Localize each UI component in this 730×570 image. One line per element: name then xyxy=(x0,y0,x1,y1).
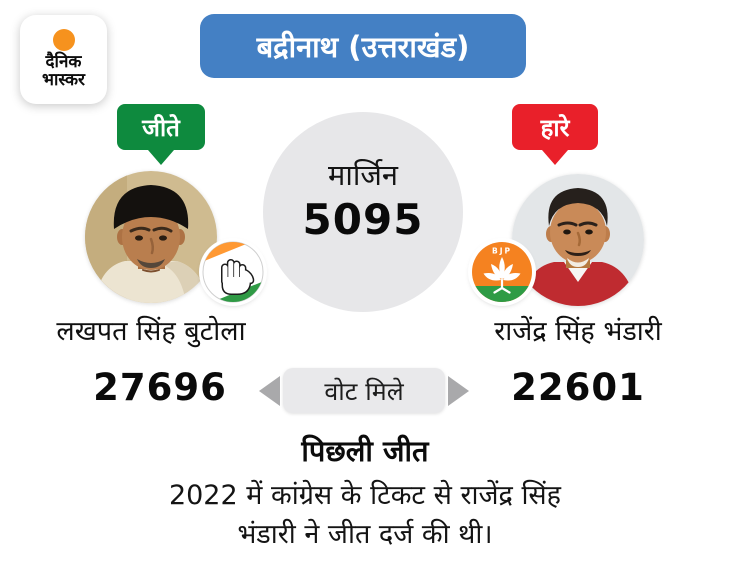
svg-text:BJP: BJP xyxy=(492,247,512,256)
loser-photo xyxy=(512,174,644,306)
winner-name: लखपत सिंह बुटोला xyxy=(56,316,246,347)
winner-badge-label: जीते xyxy=(142,113,180,142)
winner-photo xyxy=(85,171,217,303)
previous-win-line1: 2022 में कांग्रेस के टिकट से राजेंद्र सि… xyxy=(168,480,562,511)
loser-votes: 22601 xyxy=(511,366,645,409)
winner-badge: जीते xyxy=(117,104,205,150)
brand-sun-icon xyxy=(52,29,75,52)
brand-name-line2: भास्कर xyxy=(42,70,85,90)
votes-received-pill: वोट मिले xyxy=(283,368,445,413)
loser-badge-label: हारे xyxy=(540,113,570,142)
margin-label: मार्जिन xyxy=(328,157,398,192)
loser-badge: हारे xyxy=(512,104,598,150)
winner-avatar-illustration xyxy=(85,171,217,303)
previous-win-line2: भंडारी ने जीत दर्ज की थी। xyxy=(237,519,493,550)
congress-hand-icon xyxy=(202,241,264,303)
brand-logo: दैनिक भास्कर xyxy=(20,15,107,104)
margin-circle: मार्जिन 5095 xyxy=(263,112,463,312)
bjp-lotus-icon: BJP xyxy=(471,241,533,303)
left-arrow-icon xyxy=(259,376,280,406)
votes-received-label: वोट मिले xyxy=(324,376,404,406)
previous-win-heading: पिछली जीत xyxy=(301,434,429,468)
constituency-title: बद्रीनाथ (उत्तराखंड) xyxy=(256,29,470,64)
brand-name-line1: दैनिक xyxy=(45,52,82,73)
loser-name: राजेंद्र सिंह भंडारी xyxy=(494,316,662,347)
margin-value: 5095 xyxy=(302,194,424,244)
loser-avatar-illustration xyxy=(512,174,644,306)
right-arrow-icon xyxy=(448,376,469,406)
winner-votes: 27696 xyxy=(93,366,227,409)
constituency-header: बद्रीनाथ (उत्तराखंड) xyxy=(200,14,526,78)
